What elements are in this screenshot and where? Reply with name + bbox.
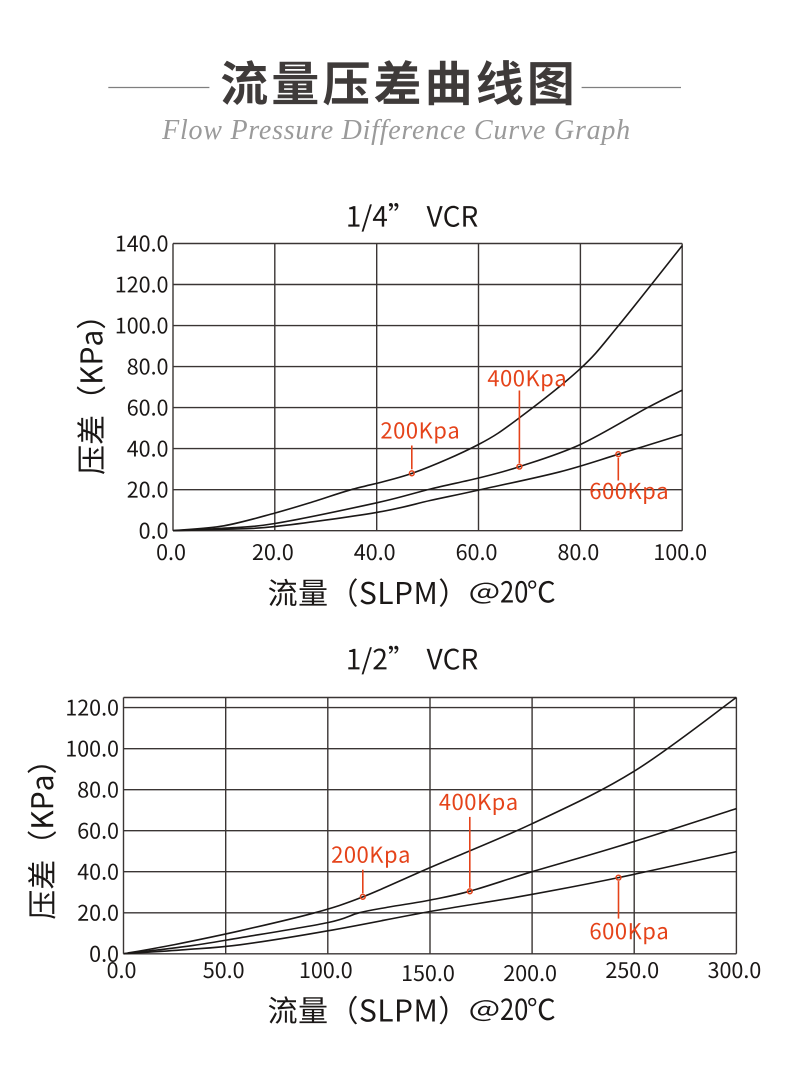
svg-text:Flow Pressure Difference Curve: Flow Pressure Difference Curve Graph [161,115,631,146]
